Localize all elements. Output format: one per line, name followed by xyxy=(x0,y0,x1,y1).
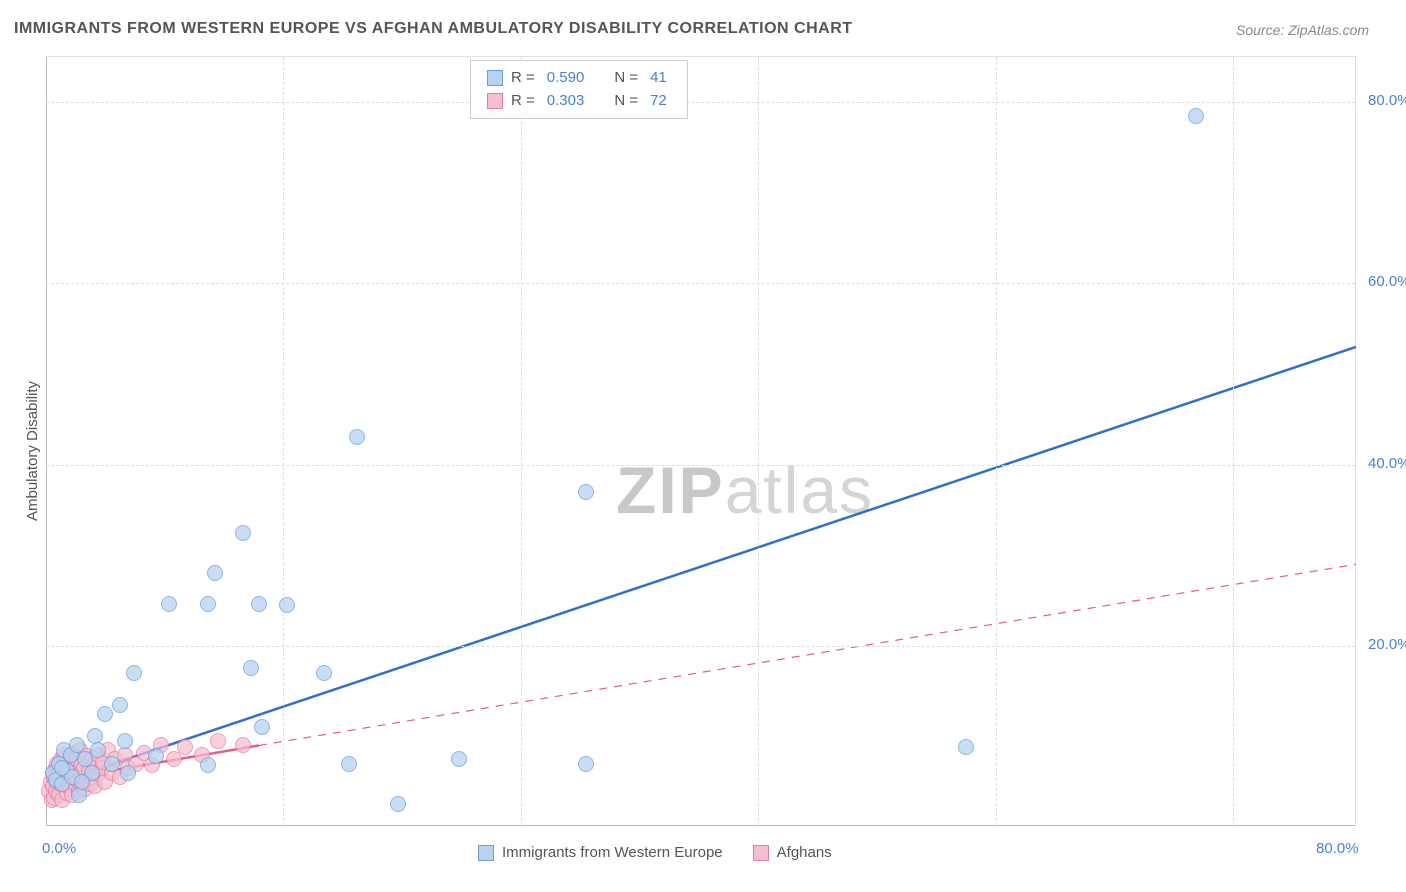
scatter-point xyxy=(90,742,106,758)
scatter-point xyxy=(177,739,193,755)
legend-swatch xyxy=(487,93,503,109)
scatter-point xyxy=(390,796,406,812)
scatter-point xyxy=(958,739,974,755)
scatter-point xyxy=(97,706,113,722)
legend-r-value: 0.303 xyxy=(547,90,585,113)
plot-area: ZIPatlas xyxy=(46,56,1356,826)
scatter-point xyxy=(279,597,295,613)
scatter-point xyxy=(1188,108,1204,124)
legend-n-value: 41 xyxy=(650,67,667,90)
legend-correlation-box: R = 0.590 N = 41 R = 0.303 N = 72 xyxy=(470,60,688,119)
y-tick-label: 40.0% xyxy=(1368,455,1406,472)
legend-series-label: Immigrants from Western Europe xyxy=(502,844,723,861)
watermark: ZIPatlas xyxy=(616,452,874,528)
gridline-v xyxy=(758,57,759,826)
scatter-point xyxy=(251,596,267,612)
scatter-point xyxy=(451,751,467,767)
legend-n-label: N = xyxy=(614,67,638,90)
scatter-point xyxy=(161,596,177,612)
gridline-v xyxy=(521,57,522,826)
gridline-v xyxy=(996,57,997,826)
legend-row: R = 0.590 N = 41 xyxy=(487,67,671,90)
legend-series-item: Immigrants from Western Europe xyxy=(478,844,723,861)
y-tick-label: 60.0% xyxy=(1368,273,1406,290)
y-axis-line xyxy=(46,57,47,826)
scatter-point xyxy=(341,756,357,772)
chart-container: IMMIGRANTS FROM WESTERN EUROPE VS AFGHAN… xyxy=(0,0,1406,892)
scatter-point xyxy=(235,737,251,753)
legend-row: R = 0.303 N = 72 xyxy=(487,90,671,113)
scatter-point xyxy=(316,665,332,681)
source-attribution: Source: ZipAtlas.com xyxy=(1236,22,1369,38)
y-tick-label: 80.0% xyxy=(1368,92,1406,109)
x-axis-line xyxy=(46,825,1355,826)
scatter-point xyxy=(126,665,142,681)
scatter-point xyxy=(578,756,594,772)
legend-swatch xyxy=(478,845,494,861)
x-tick-label: 80.0% xyxy=(1316,840,1359,857)
scatter-point xyxy=(254,719,270,735)
scatter-point xyxy=(200,596,216,612)
x-tick-label: 0.0% xyxy=(42,840,76,857)
gridline-h xyxy=(46,283,1355,284)
scatter-point xyxy=(74,774,90,790)
scatter-point xyxy=(112,697,128,713)
trendline xyxy=(46,347,1356,786)
scatter-point xyxy=(243,660,259,676)
scatter-point xyxy=(71,787,87,803)
scatter-point xyxy=(104,756,120,772)
scatter-point xyxy=(54,760,70,776)
y-axis-label: Ambulatory Disability xyxy=(24,381,41,521)
gridline-v xyxy=(1233,57,1234,826)
scatter-point xyxy=(148,748,164,764)
legend-swatch xyxy=(753,845,769,861)
scatter-point xyxy=(578,484,594,500)
chart-title: IMMIGRANTS FROM WESTERN EUROPE VS AFGHAN… xyxy=(14,20,853,38)
gridline-h xyxy=(46,465,1355,466)
legend-series-label: Afghans xyxy=(777,844,832,861)
legend-series-item: Afghans xyxy=(753,844,832,861)
scatter-point xyxy=(120,765,136,781)
scatter-point xyxy=(207,565,223,581)
scatter-point xyxy=(235,525,251,541)
trend-lines-svg xyxy=(46,57,1356,827)
scatter-point xyxy=(210,733,226,749)
legend-swatch xyxy=(487,70,503,86)
gridline-h xyxy=(46,646,1355,647)
scatter-point xyxy=(200,757,216,773)
scatter-point xyxy=(117,733,133,749)
legend-series: Immigrants from Western Europe Afghans xyxy=(478,844,832,861)
legend-r-label: R = xyxy=(511,67,535,90)
scatter-point xyxy=(349,429,365,445)
y-tick-label: 20.0% xyxy=(1368,636,1406,653)
legend-n-label: N = xyxy=(614,90,638,113)
legend-n-value: 72 xyxy=(650,90,667,113)
legend-r-value: 0.590 xyxy=(547,67,585,90)
trendline xyxy=(259,564,1356,745)
gridline-v xyxy=(283,57,284,826)
gridline-h xyxy=(46,102,1355,103)
legend-r-label: R = xyxy=(511,90,535,113)
